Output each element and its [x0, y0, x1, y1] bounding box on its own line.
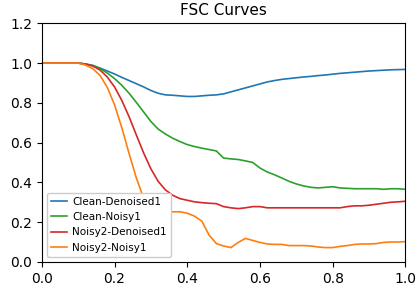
Clean-Noisy1 [301, 184, 306, 188]
Clean-Noisy1 [381, 188, 386, 191]
Line: Noisy2-Noisy1: Noisy2-Noisy1 [42, 63, 405, 248]
Noisy2-Noisy1 [403, 240, 408, 243]
Clean-Denoised1 [155, 92, 161, 95]
Clean-Denoised1 [119, 76, 124, 79]
Clean-Noisy1 [155, 127, 161, 131]
Line: Clean-Noisy1: Clean-Noisy1 [42, 63, 405, 189]
Noisy2-Denoised1 [119, 99, 124, 102]
Noisy2-Noisy1 [228, 246, 233, 249]
Noisy2-Noisy1 [39, 61, 44, 65]
Noisy2-Noisy1 [155, 210, 161, 214]
Clean-Denoised1 [148, 89, 153, 92]
Noisy2-Denoised1 [236, 207, 241, 210]
Noisy2-Denoised1 [148, 167, 153, 171]
Noisy2-Noisy1 [148, 208, 153, 212]
Noisy2-Noisy1 [396, 240, 401, 244]
Clean-Denoised1 [287, 77, 292, 80]
Line: Clean-Denoised1: Clean-Denoised1 [42, 63, 405, 96]
Line: Noisy2-Denoised1: Noisy2-Denoised1 [42, 63, 405, 209]
Noisy2-Denoised1 [155, 180, 161, 183]
Clean-Noisy1 [403, 188, 408, 191]
Clean-Denoised1 [185, 95, 190, 98]
Clean-Denoised1 [396, 68, 401, 71]
Noisy2-Noisy1 [119, 126, 124, 129]
Noisy2-Noisy1 [308, 244, 314, 248]
Clean-Noisy1 [39, 61, 44, 65]
Legend: Clean-Denoised1, Clean-Noisy1, Noisy2-Denoised1, Noisy2-Noisy1: Clean-Denoised1, Clean-Noisy1, Noisy2-De… [47, 193, 171, 257]
Noisy2-Noisy1 [287, 244, 292, 247]
Clean-Noisy1 [148, 120, 153, 123]
Noisy2-Denoised1 [39, 61, 44, 65]
Clean-Noisy1 [119, 84, 124, 87]
Noisy2-Denoised1 [308, 206, 314, 210]
Noisy2-Denoised1 [403, 200, 408, 203]
Clean-Noisy1 [396, 187, 401, 191]
Clean-Denoised1 [403, 68, 408, 71]
Clean-Denoised1 [39, 61, 44, 65]
Noisy2-Denoised1 [287, 206, 292, 210]
Title: FSC Curves: FSC Curves [180, 3, 267, 18]
Clean-Noisy1 [279, 176, 284, 180]
Noisy2-Denoised1 [396, 200, 401, 204]
Clean-Denoised1 [308, 74, 314, 78]
